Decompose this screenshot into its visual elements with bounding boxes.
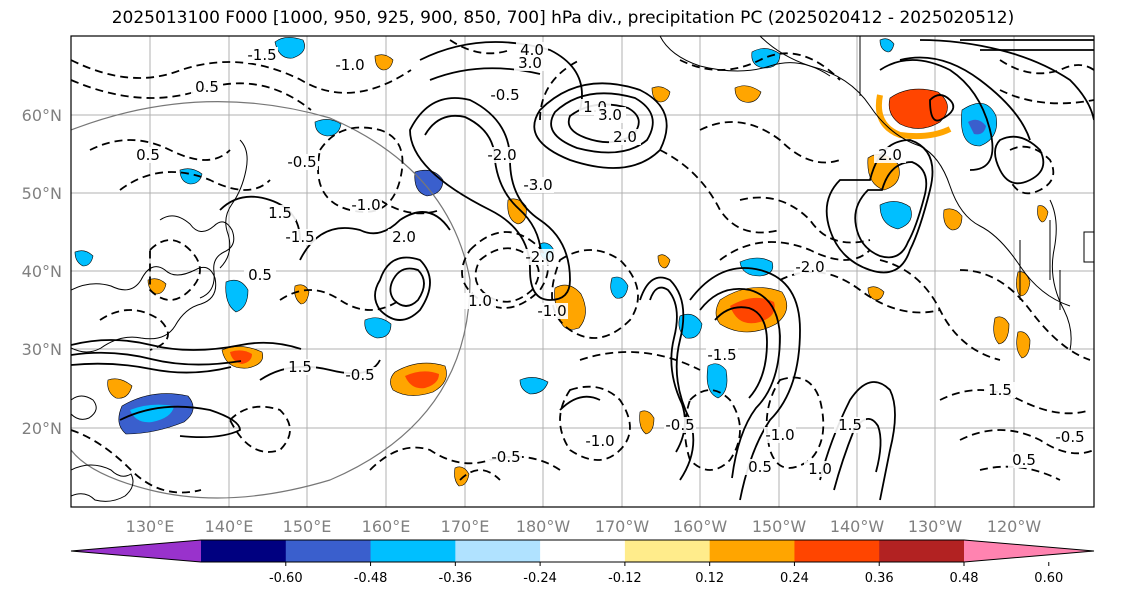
colorbar-segment xyxy=(201,540,287,562)
solid-contours xyxy=(71,39,1094,501)
contour-label: -1.5 xyxy=(247,46,276,64)
colorbar-tick-label: 0.12 xyxy=(695,571,724,586)
longitude-label: 170°E xyxy=(441,517,490,536)
contour-label: -1.0 xyxy=(537,302,566,320)
contour-label: 1.5 xyxy=(838,416,862,434)
contour-label: 0.5 xyxy=(1012,451,1036,469)
colorbar-tick-label: -0.36 xyxy=(439,571,473,586)
latitude-label: 20°N xyxy=(22,419,62,438)
contour-label: 4.0 xyxy=(520,41,544,59)
colorbar-tick-label: 0.60 xyxy=(1034,571,1063,586)
colorbar-segment xyxy=(370,540,456,562)
contour-label: -0.5 xyxy=(490,86,519,104)
contour-label: 1.0 xyxy=(468,292,492,310)
colorbar-segment xyxy=(285,540,372,562)
contour-label: -1.5 xyxy=(285,228,314,246)
colorbar-tick-label: -0.12 xyxy=(608,571,642,586)
map-title: 2025013100 F000 [1000, 950, 925, 900, 85… xyxy=(111,8,1015,28)
colorbar-segment xyxy=(540,540,626,562)
colorbar-segment xyxy=(794,540,880,562)
contour-label: -1.0 xyxy=(765,426,794,444)
contour-label: 0.5 xyxy=(136,146,160,164)
contour-label: 0.5 xyxy=(195,78,219,96)
contour-label: -2.0 xyxy=(525,248,554,266)
map-panel: -1.5-1.00.54.03.0-0.51.02.0-2.0-0.50.5-1… xyxy=(71,36,1094,507)
contour-label: -1.0 xyxy=(585,432,614,450)
longitude-label: 130°E xyxy=(126,517,175,536)
colorbar-outline xyxy=(70,539,1095,563)
longitude-label: 170°W xyxy=(595,517,650,536)
contour-label: 2.0 xyxy=(392,228,416,246)
colorbar-segment xyxy=(624,540,711,562)
contour-label: -3.0 xyxy=(523,176,552,194)
contour-label: -0.5 xyxy=(665,416,694,434)
longitude-label: 140°E xyxy=(205,517,254,536)
contour-labels: -1.5-1.00.54.03.0-0.51.02.0-2.0-0.50.5-1… xyxy=(132,41,1086,478)
longitude-label: 150°W xyxy=(752,517,807,536)
colorbar-tick-label: 0.24 xyxy=(780,571,809,586)
contour-label: -0.5 xyxy=(491,448,520,466)
contour-label: 3.0 xyxy=(598,106,622,124)
colorbar-segment xyxy=(709,540,795,562)
contour-label: 0.5 xyxy=(748,458,772,476)
longitude-label: 160°W xyxy=(673,517,728,536)
colorbar-extension-high xyxy=(964,540,1094,562)
longitude-label: 120°W xyxy=(987,517,1042,536)
latitude-label: 60°N xyxy=(22,106,62,125)
longitude-label: 160°E xyxy=(362,517,411,536)
colorbar-tick-label: 0.48 xyxy=(950,571,979,586)
contour-label: -0.5 xyxy=(345,366,374,384)
map-frame xyxy=(70,35,1095,508)
longitude-label: 130°W xyxy=(908,517,963,536)
contour-label: 3.0 xyxy=(518,54,542,72)
reference-circle xyxy=(71,101,471,499)
colorbar-tick-label: -0.24 xyxy=(523,571,557,586)
colorbar-extension-low xyxy=(71,540,201,562)
latitude-labels: 60°N 50°N 40°N 30°N 20°N xyxy=(22,106,62,438)
colorbar-tick-label: -0.60 xyxy=(269,571,303,586)
contour-label: -2.0 xyxy=(795,258,824,276)
longitude-label: 180°W xyxy=(516,517,571,536)
contour-label: -0.5 xyxy=(1055,428,1084,446)
contour-label: -0.5 xyxy=(287,153,316,171)
colorbar-segment xyxy=(455,540,541,562)
colorbar-tick-label: 0.36 xyxy=(865,571,894,586)
contour-label: -1.0 xyxy=(335,56,364,74)
latitude-label: 40°N xyxy=(22,262,62,281)
colorbar-tick-label: -0.48 xyxy=(354,571,388,586)
contour-label: -1.0 xyxy=(351,196,380,214)
dashed-contours xyxy=(71,39,1094,494)
latitude-label: 50°N xyxy=(22,184,62,203)
colorbar-segment xyxy=(879,540,965,562)
longitude-label: 140°W xyxy=(830,517,885,536)
contour-label: -1.5 xyxy=(707,346,736,364)
latitude-label: 30°N xyxy=(22,340,62,359)
contour-label: -2.0 xyxy=(487,146,516,164)
contour-label: 1.5 xyxy=(288,358,312,376)
longitude-labels: 130°E 140°E 150°E 160°E 170°E 180°W 170°W 160°W… xyxy=(126,517,1042,536)
longitude-label: 150°E xyxy=(283,517,332,536)
contour-label: 1.5 xyxy=(268,204,292,222)
coastlines xyxy=(71,36,1094,502)
contour-label: 1.5 xyxy=(988,381,1012,399)
contour-label: 2.0 xyxy=(878,146,902,164)
contour-label: 2.0 xyxy=(613,128,637,146)
contour-label: 1.0 xyxy=(808,460,832,478)
colorbar: -0.60 -0.48 -0.36 -0.24 -0.12 0.12 0.24 0.36 0.4… xyxy=(70,539,1095,586)
contour-label: 0.5 xyxy=(248,266,272,284)
